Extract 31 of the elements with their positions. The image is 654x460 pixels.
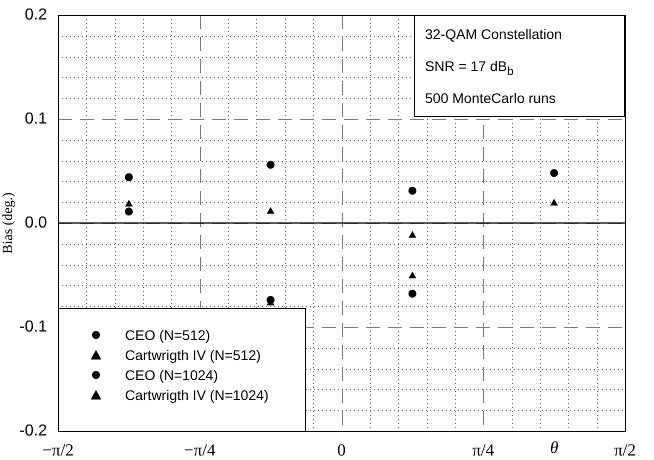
point (408, 186, 416, 195)
x-tick-label: 0 (337, 440, 346, 460)
annotation: 500 MonteCarlo runs (425, 89, 557, 108)
y-tick-label: 0.0 (24, 214, 48, 232)
legend-label: Cartwrigth IV (N=1024) (125, 387, 269, 403)
point (125, 200, 132, 207)
point (408, 231, 416, 238)
annotation: 32-QAM Constellation (425, 25, 563, 44)
x-tick-label: π/2 (614, 440, 636, 460)
y-tick-label: 0.1 (24, 110, 48, 128)
point (550, 169, 558, 178)
x-axis-title: θ (550, 438, 558, 457)
x-tick-label: −π/4 (184, 440, 216, 460)
x-tick-label: −π/2 (42, 440, 74, 460)
point (267, 208, 274, 214)
legend-label: CEO (N=1024) (125, 367, 218, 383)
y-tick-label: 0.2 (24, 6, 48, 24)
y-tick-label: -0.2 (19, 422, 48, 440)
point (408, 290, 416, 298)
y-tick-label: -0.1 (19, 318, 48, 336)
point (124, 173, 133, 182)
legend-label: Cartwrigth IV (N=512) (125, 347, 261, 363)
point (124, 208, 133, 216)
annotation: SNR = 17 dB$_{b}$ (425, 57, 515, 80)
text-box: 32-QAM Constellation SNR = 17 dB$_{b}$ 500 MonteCarlo runs (414, 15, 625, 117)
y-axis-title: Bias (deg.) (1, 192, 16, 254)
point (408, 272, 416, 278)
point (550, 199, 558, 206)
point (266, 160, 275, 169)
legend-label: CEO (N=512) (125, 327, 210, 343)
x-tick-label: π/4 (472, 440, 495, 460)
